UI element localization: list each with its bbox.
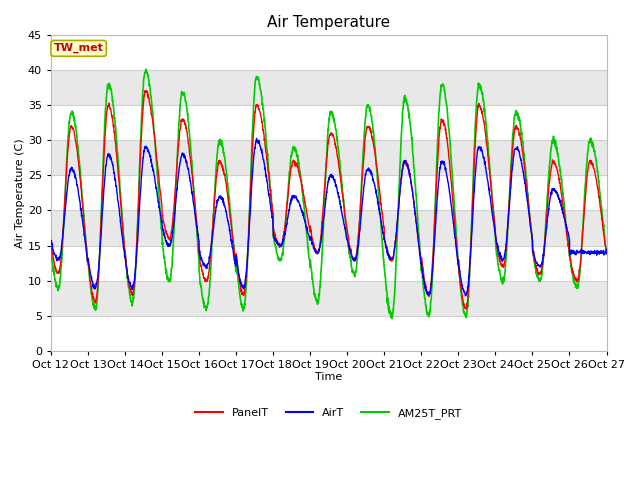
PanelT	[202, 278, 210, 284]
AirT	[554, 192, 562, 197]
AirT	[253, 135, 260, 141]
PanelT	[47, 239, 55, 244]
AirT	[461, 293, 469, 299]
AM25T_PRT	[554, 153, 562, 158]
PanelT	[345, 240, 353, 246]
AirT	[202, 264, 210, 270]
AM25T_PRT	[388, 315, 396, 321]
Bar	[51, 211, 607, 245]
PanelT	[143, 88, 150, 94]
PanelT	[357, 195, 365, 201]
PanelT	[603, 251, 611, 257]
AirT	[570, 249, 577, 254]
Line: AirT: AirT	[51, 138, 607, 296]
Line: PanelT: PanelT	[51, 91, 607, 309]
AM25T_PRT	[357, 194, 365, 200]
AirT	[47, 238, 55, 243]
AM25T_PRT	[142, 66, 150, 72]
Y-axis label: Air Temperature (C): Air Temperature (C)	[15, 138, 25, 248]
AM25T_PRT	[47, 248, 55, 253]
AirT	[345, 243, 353, 249]
Bar	[51, 280, 607, 315]
Text: TW_met: TW_met	[54, 43, 104, 53]
PanelT	[570, 269, 577, 275]
AirT	[357, 216, 365, 221]
AM25T_PRT	[345, 246, 353, 252]
PanelT	[491, 218, 499, 224]
PanelT	[463, 306, 470, 312]
Legend: PanelT, AirT, AM25T_PRT: PanelT, AirT, AM25T_PRT	[191, 404, 467, 423]
Bar	[51, 71, 607, 106]
Title: Air Temperature: Air Temperature	[267, 15, 390, 30]
AM25T_PRT	[570, 275, 577, 281]
Bar	[51, 141, 607, 176]
AM25T_PRT	[491, 223, 499, 228]
AM25T_PRT	[202, 307, 210, 313]
X-axis label: Time: Time	[315, 372, 342, 383]
PanelT	[554, 170, 562, 176]
Line: AM25T_PRT: AM25T_PRT	[51, 69, 607, 318]
AM25T_PRT	[603, 251, 611, 257]
AirT	[603, 246, 611, 252]
AirT	[491, 227, 499, 232]
